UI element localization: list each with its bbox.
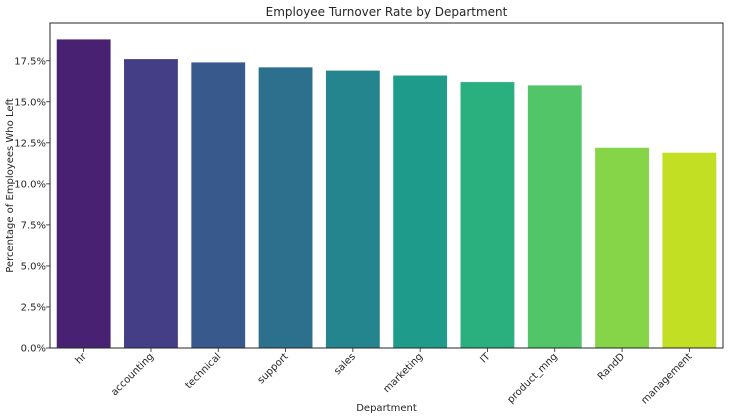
y-axis-label: Percentage of Employees Who Left — [5, 98, 16, 273]
y-tick-label: 17.5% — [14, 56, 46, 67]
x-tick-label: RandD — [596, 351, 627, 382]
x-tick-label: support — [256, 351, 291, 386]
bar-hr — [56, 39, 111, 348]
y-tick-label: 2.5% — [21, 302, 46, 313]
x-tick-label: IT — [478, 351, 493, 366]
y-tick-label: 10.0% — [14, 179, 46, 190]
bars-group — [56, 39, 717, 349]
y-tick-label: 15.0% — [14, 97, 46, 108]
y-axis-ticks: 0.0% 2.5% 5.0% 7.5% 10.0% 12.5% 15.0% 17.5% — [14, 56, 50, 355]
x-tick-label: marketing — [381, 351, 425, 395]
y-tick-label: 7.5% — [21, 220, 46, 231]
x-axis-label: Department — [356, 403, 417, 414]
y-tick-label: 5.0% — [21, 261, 46, 272]
bar-sales — [325, 70, 380, 348]
y-tick-label: 12.5% — [14, 138, 46, 149]
x-axis-ticks: hr accounting technical support sales marketi… — [74, 348, 695, 406]
bar-technical — [191, 62, 246, 348]
x-tick-label: sales — [332, 351, 358, 377]
bar-IT — [460, 82, 515, 348]
bar-RandD — [595, 147, 649, 348]
x-tick-label: accounting — [109, 351, 156, 398]
bar-management — [662, 152, 717, 348]
x-tick-label: management — [639, 351, 694, 406]
bar-marketing — [393, 75, 448, 348]
plot-frame — [49, 22, 724, 349]
chart-title: Employee Turnover Rate by Department — [266, 5, 508, 19]
bar-support — [258, 67, 313, 349]
x-tick-label: hr — [74, 351, 90, 367]
y-tick-label: 0.0% — [21, 344, 46, 355]
x-tick-label: product_mng — [506, 351, 560, 405]
x-tick-label: technical — [183, 351, 223, 391]
bar-product_mng — [527, 85, 582, 349]
bar-accounting — [124, 59, 178, 348]
